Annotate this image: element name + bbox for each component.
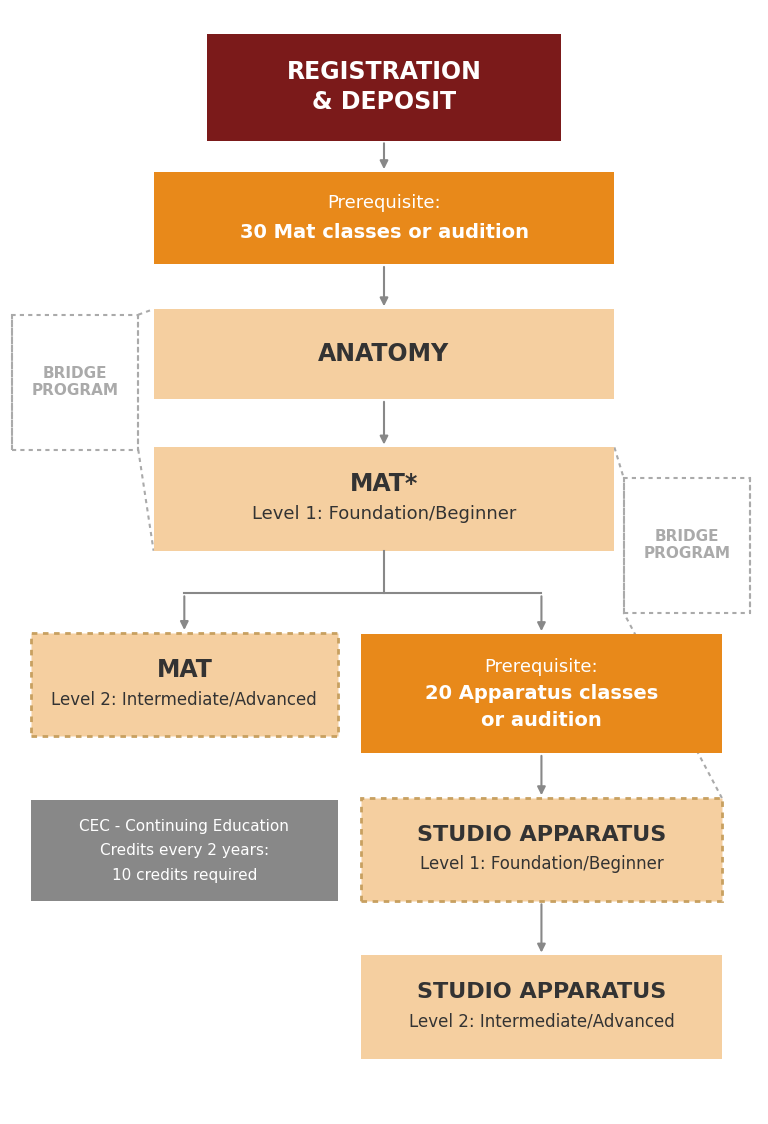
Text: BRIDGE
PROGRAM: BRIDGE PROGRAM: [31, 366, 118, 398]
Text: STUDIO APPARATUS: STUDIO APPARATUS: [417, 825, 666, 845]
Text: Credits every 2 years:: Credits every 2 years:: [100, 843, 269, 859]
FancyBboxPatch shape: [154, 172, 614, 264]
FancyBboxPatch shape: [31, 800, 338, 901]
Text: STUDIO APPARATUS: STUDIO APPARATUS: [417, 982, 666, 1003]
Text: REGISTRATION: REGISTRATION: [286, 61, 482, 84]
Text: or audition: or audition: [481, 711, 602, 729]
Text: Level 2: Intermediate/Advanced: Level 2: Intermediate/Advanced: [51, 690, 317, 708]
Text: 10 credits required: 10 credits required: [111, 868, 257, 883]
Text: MAT: MAT: [157, 658, 212, 682]
Text: Prerequisite:: Prerequisite:: [485, 658, 598, 676]
FancyBboxPatch shape: [31, 633, 338, 736]
Text: Level 2: Intermediate/Advanced: Level 2: Intermediate/Advanced: [409, 1013, 674, 1031]
Text: Level 1: Foundation/Beginner: Level 1: Foundation/Beginner: [419, 855, 664, 873]
Text: & DEPOSIT: & DEPOSIT: [312, 90, 456, 114]
FancyBboxPatch shape: [154, 447, 614, 551]
Text: Level 1: Foundation/Beginner: Level 1: Foundation/Beginner: [252, 505, 516, 523]
Text: 20 Apparatus classes: 20 Apparatus classes: [425, 685, 658, 702]
FancyBboxPatch shape: [154, 309, 614, 399]
Text: BRIDGE
PROGRAM: BRIDGE PROGRAM: [644, 529, 730, 561]
FancyBboxPatch shape: [207, 34, 561, 140]
Text: MAT*: MAT*: [349, 472, 419, 497]
Text: ANATOMY: ANATOMY: [319, 342, 449, 366]
FancyBboxPatch shape: [361, 955, 722, 1059]
Text: CEC - Continuing Education: CEC - Continuing Education: [79, 818, 290, 834]
Text: Prerequisite:: Prerequisite:: [327, 194, 441, 212]
FancyBboxPatch shape: [361, 798, 722, 901]
FancyBboxPatch shape: [361, 634, 722, 753]
Text: 30 Mat classes or audition: 30 Mat classes or audition: [240, 224, 528, 242]
